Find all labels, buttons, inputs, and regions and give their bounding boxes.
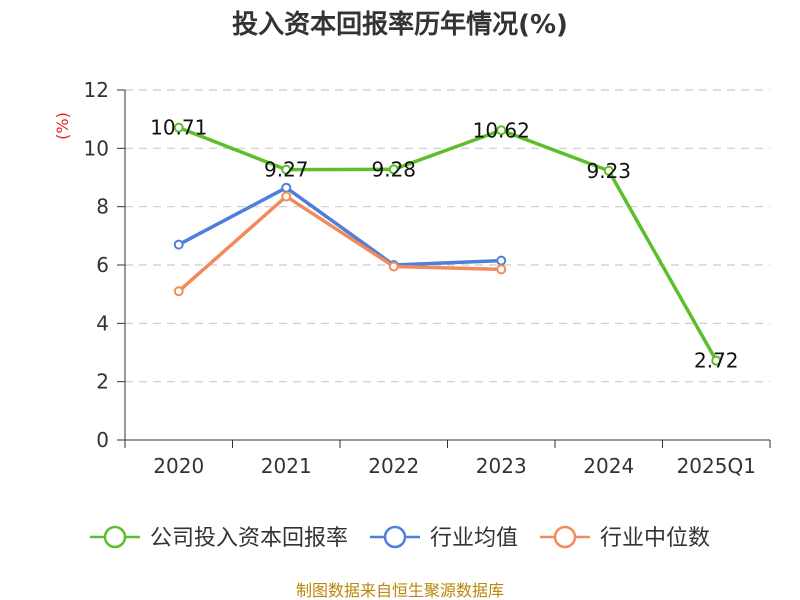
data-label: 10.62 bbox=[473, 118, 530, 142]
y-tick-label: 2 bbox=[96, 370, 109, 394]
data-point bbox=[388, 164, 399, 175]
data-point bbox=[281, 182, 292, 193]
data-point bbox=[173, 122, 184, 133]
series-line-0 bbox=[178, 125, 718, 362]
x-tick-label: 2023 bbox=[476, 454, 527, 478]
data-point bbox=[281, 164, 292, 175]
legend-label: 行业中位数 bbox=[600, 526, 710, 551]
x-tick-label: 2025Q1 bbox=[677, 454, 756, 478]
chart-title: 投入资本回报率历年情况(%) bbox=[232, 9, 568, 40]
data-point bbox=[173, 286, 184, 297]
legend-item: 行业均值 bbox=[370, 525, 518, 551]
y-axis-label: (%) bbox=[53, 112, 72, 140]
data-point bbox=[603, 165, 614, 176]
legend-label: 行业均值 bbox=[430, 526, 518, 551]
data-point bbox=[173, 239, 184, 250]
y-tick-label: 12 bbox=[84, 78, 109, 102]
legend-marker bbox=[383, 525, 407, 549]
legend-marker bbox=[553, 525, 577, 549]
data-point bbox=[388, 261, 399, 272]
series-line-1 bbox=[177, 185, 502, 267]
data-point bbox=[281, 191, 292, 202]
x-tick-label: 2020 bbox=[153, 454, 204, 478]
data-label: 2.72 bbox=[694, 349, 739, 373]
y-tick-label: 4 bbox=[96, 311, 109, 335]
data-point bbox=[496, 255, 507, 266]
data-label: 9.28 bbox=[371, 157, 416, 181]
data-point bbox=[711, 355, 722, 366]
legend-item: 行业中位数 bbox=[540, 525, 710, 551]
y-tick-label: 8 bbox=[96, 195, 109, 219]
x-tick-label: 2021 bbox=[261, 454, 312, 478]
legend-marker bbox=[103, 525, 127, 549]
data-label: 10.71 bbox=[150, 116, 207, 140]
data-point bbox=[496, 125, 507, 136]
x-tick-label: 2024 bbox=[583, 454, 634, 478]
y-tick-label: 6 bbox=[96, 253, 109, 277]
series-line-2 bbox=[177, 194, 502, 293]
source-note: 制图数据来自恒生聚源数据库 bbox=[296, 581, 504, 600]
y-tick-label: 10 bbox=[84, 136, 109, 160]
data-label: 9.27 bbox=[264, 158, 309, 182]
y-tick-label: 0 bbox=[96, 428, 109, 452]
legend-item: 公司投入资本回报率 bbox=[90, 525, 348, 551]
data-label: 9.23 bbox=[586, 159, 631, 183]
x-tick-label: 2022 bbox=[368, 454, 419, 478]
data-point bbox=[496, 264, 507, 275]
legend-label: 公司投入资本回报率 bbox=[150, 526, 348, 551]
